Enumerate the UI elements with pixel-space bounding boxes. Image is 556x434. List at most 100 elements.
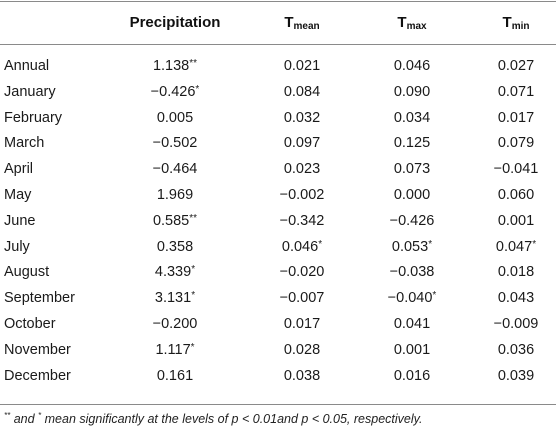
cell-tmean: 0.097 <box>262 130 342 156</box>
cell-value: 0.018 <box>497 264 535 281</box>
cell-value: −0.426 <box>389 212 435 229</box>
significance-mark: * <box>191 264 196 276</box>
cell-value: 0.041 <box>393 316 431 332</box>
cell-value: 0.039 <box>497 367 535 384</box>
cell-value: 3.131 <box>154 290 192 307</box>
significance-mark: * <box>432 290 437 302</box>
cell-tmin: 0.043 <box>476 285 556 311</box>
cell-tmax: −0.040* <box>372 285 452 311</box>
cell-value: 0.001 <box>497 212 535 229</box>
table-row: April −0.464 0.023 0.073 −0.041 <box>0 156 556 182</box>
cell-value: −0.002 <box>279 187 325 203</box>
cell-value: 0.034 <box>393 109 431 126</box>
cell-value: −0.040 <box>387 290 433 307</box>
cell-value: 0.161 <box>156 367 194 384</box>
row-label: July <box>4 238 30 255</box>
cell-value: 0.001 <box>393 341 431 358</box>
cell-tmin: 0.047* <box>476 234 556 260</box>
table-row: February 0.005 0.032 0.034 0.017 <box>0 105 556 131</box>
cell-tmean: −0.342 <box>262 208 342 234</box>
significance-mark: * <box>532 238 537 250</box>
cell-tmin: 0.036 <box>476 337 556 363</box>
cell-tmin: 0.017 <box>476 105 556 131</box>
table-footnote: ** and * mean significantly at the level… <box>4 411 423 427</box>
cell-value: −0.009 <box>493 316 539 332</box>
cell-value: 0.028 <box>283 341 321 358</box>
cell-tmean: 0.046* <box>262 234 342 260</box>
cell-tmax: 0.000 <box>372 182 452 208</box>
cell-value: 0.053 <box>391 238 429 255</box>
significance-mark: ** <box>189 212 198 224</box>
cell-value: 0.017 <box>497 109 535 126</box>
cell-precipitation: 4.339* <box>120 259 230 285</box>
significance-mark: * <box>428 238 433 250</box>
header-tmax: Tmax <box>397 14 427 32</box>
cell-tmin: 0.039 <box>476 363 556 389</box>
cell-tmax: 0.016 <box>372 363 452 389</box>
cell-precipitation: 0.358 <box>120 234 230 260</box>
cell-tmean: 0.021 <box>262 53 342 79</box>
row-label: June <box>4 212 36 229</box>
cell-value: 0.043 <box>497 290 535 307</box>
table-row: November 1.117* 0.028 0.001 0.036 <box>0 337 556 363</box>
significance-mark: * <box>318 238 323 250</box>
cell-tmax: 0.053* <box>372 234 452 260</box>
cell-value: 0.079 <box>497 135 535 152</box>
cell-value: 0.585 <box>152 212 190 229</box>
cell-value: 0.125 <box>393 135 431 152</box>
table-row: March −0.502 0.097 0.125 0.079 <box>0 130 556 156</box>
cell-precipitation: −0.426* <box>120 79 230 105</box>
cell-tmean: 0.023 <box>262 156 342 182</box>
cell-value: 0.036 <box>497 341 535 358</box>
cell-value: 0.090 <box>393 83 431 100</box>
cell-precipitation: −0.502 <box>120 130 230 156</box>
cell-tmean: −0.002 <box>262 182 342 208</box>
cell-value: −0.020 <box>279 264 325 281</box>
cell-tmax: 0.001 <box>372 337 452 363</box>
table-row: May 1.969 −0.002 0.000 0.060 <box>0 182 556 208</box>
cell-value: 0.073 <box>393 161 431 178</box>
cell-tmax: 0.046 <box>372 53 452 79</box>
cell-tmax: −0.038 <box>372 259 452 285</box>
header-tmin: Tmin <box>502 14 530 32</box>
cell-tmax: 0.090 <box>372 79 452 105</box>
row-label: September <box>4 290 75 307</box>
cell-tmax: −0.426 <box>372 208 452 234</box>
cell-value: 0.017 <box>283 316 321 332</box>
cell-value: 0.358 <box>156 238 194 255</box>
cell-tmin: 0.027 <box>476 53 556 79</box>
header-rule <box>0 44 556 45</box>
cell-tmean: −0.007 <box>262 285 342 311</box>
row-label: May <box>4 187 32 203</box>
cell-value: 0.027 <box>497 58 535 74</box>
cell-value: 1.969 <box>156 187 194 203</box>
table-top-rule <box>0 1 556 2</box>
cell-value: 4.339 <box>154 264 192 281</box>
cell-value: 0.016 <box>393 367 431 384</box>
cell-value: 0.060 <box>497 187 535 203</box>
cell-precipitation: 3.131* <box>120 285 230 311</box>
cell-tmax: 0.073 <box>372 156 452 182</box>
table-row: October −0.200 0.017 0.041 −0.009 <box>0 311 556 337</box>
cell-value: 1.138 <box>152 58 190 74</box>
table-row: January −0.426* 0.084 0.090 0.071 <box>0 79 556 105</box>
row-label: January <box>4 83 56 100</box>
cell-value: 0.000 <box>393 187 431 203</box>
cell-tmax: 0.125 <box>372 130 452 156</box>
cell-value: −0.426 <box>150 83 196 100</box>
row-label: April <box>4 161 34 178</box>
cell-tmax: 0.034 <box>372 105 452 131</box>
row-label: March <box>4 135 45 152</box>
cell-tmin: 0.018 <box>476 259 556 285</box>
cell-precipitation: 1.969 <box>120 182 230 208</box>
cell-value: −0.200 <box>152 316 198 332</box>
significance-mark: ** <box>189 58 198 69</box>
cell-value: 0.021 <box>283 58 321 74</box>
cell-precipitation: 1.138** <box>120 53 230 79</box>
cell-value: 0.038 <box>283 367 321 384</box>
cell-value: 1.117 <box>155 341 191 358</box>
cell-precipitation: −0.200 <box>120 311 230 337</box>
cell-value: 0.005 <box>156 109 194 126</box>
cell-tmin: 0.079 <box>476 130 556 156</box>
row-label: November <box>4 341 71 358</box>
